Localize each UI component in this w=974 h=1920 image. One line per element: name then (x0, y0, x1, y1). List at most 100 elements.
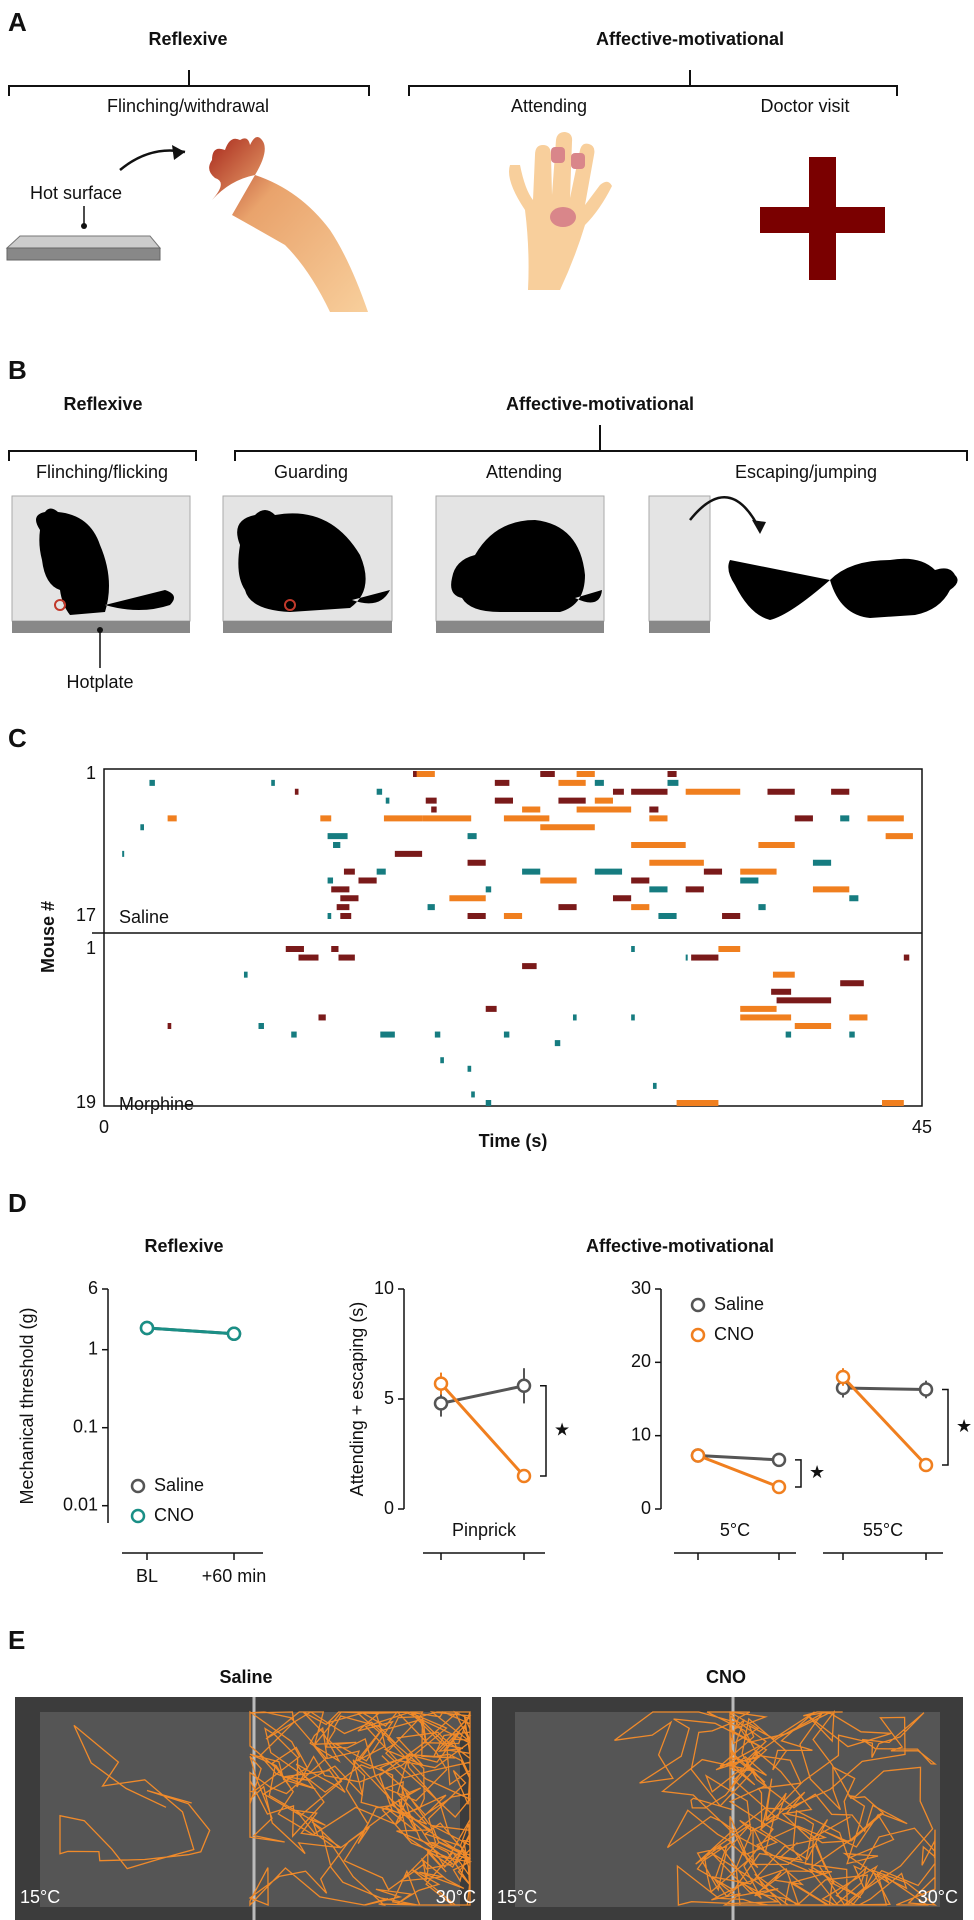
panel-label: B (8, 355, 27, 385)
event (333, 842, 341, 848)
event (385, 797, 390, 804)
event (772, 971, 795, 978)
annotation: Hot surface (30, 183, 122, 203)
event (558, 904, 577, 911)
group-title: Reflexive (63, 394, 142, 414)
mean-marker (433, 1376, 449, 1391)
event (331, 886, 350, 893)
event (494, 779, 510, 786)
event (631, 904, 650, 911)
event (676, 1100, 719, 1106)
event (867, 815, 904, 822)
x-group-label: 5°C (720, 1520, 750, 1540)
event (380, 1031, 395, 1038)
event (685, 954, 688, 961)
mean-line (440, 1384, 525, 1405)
paw-mark (54, 599, 66, 611)
event (740, 1014, 792, 1021)
temperature-label: 30°C (436, 1887, 476, 1907)
event (376, 788, 383, 795)
legend-marker (690, 1297, 706, 1313)
event (294, 788, 299, 795)
bracket (8, 450, 197, 461)
event (691, 954, 719, 961)
trajectories (59, 1709, 938, 1907)
event (758, 842, 795, 848)
mean-line (146, 1326, 235, 1336)
arrow (689, 496, 762, 531)
y-tick-label: 0.1 (73, 1416, 98, 1436)
event (812, 886, 850, 893)
group-title: Affective-motivational (586, 1236, 774, 1256)
event (649, 806, 659, 813)
mean-line (697, 1453, 780, 1462)
event (658, 913, 677, 919)
y-axis-title: Mechanical threshold (g) (17, 1307, 37, 1504)
event (703, 868, 723, 875)
event (540, 877, 577, 884)
significance-bracket (942, 1388, 949, 1466)
event (449, 895, 486, 902)
hand-withdrawing (209, 136, 368, 312)
event (885, 833, 913, 840)
temperature-label: 30°C (918, 1887, 958, 1907)
event (594, 797, 613, 804)
event (467, 913, 486, 919)
significance-star: ★ (809, 1462, 825, 1482)
event (849, 895, 859, 902)
event (882, 1100, 904, 1106)
row-label: 19 (76, 1092, 96, 1112)
x-group-label: 55°C (863, 1520, 903, 1540)
event (440, 1057, 444, 1064)
paw-mark (284, 599, 296, 611)
mean-marker (771, 1479, 787, 1495)
event (258, 1023, 264, 1029)
photo-title: Saline (219, 1667, 272, 1687)
event (631, 877, 650, 884)
event (327, 833, 348, 840)
x-tick-label: 45 (912, 1117, 932, 1137)
event (425, 797, 437, 804)
event (434, 1031, 441, 1038)
mean-line (439, 1382, 526, 1478)
event (576, 771, 595, 777)
significance-star: ★ (554, 1420, 570, 1440)
y-axis-title: Mouse # (38, 901, 58, 973)
hot-surface-edge (6, 247, 161, 261)
arrowhead (172, 145, 185, 160)
event (831, 788, 850, 795)
y-axis-title: Attending + escaping (s) (347, 1302, 367, 1497)
plot-frame (103, 768, 923, 1107)
event (685, 788, 741, 795)
event (358, 877, 377, 884)
behavior-label: Flinching/withdrawal (107, 96, 269, 116)
y-tick-label: 0 (641, 1498, 651, 1518)
event (785, 1031, 792, 1038)
group-title: Affective-motivational (596, 29, 784, 49)
event (394, 850, 423, 857)
behavior-label: Doctor visit (760, 96, 849, 116)
significance-bracket (795, 1459, 802, 1488)
mean-marker (918, 1382, 934, 1397)
event (667, 771, 677, 777)
event (594, 868, 623, 875)
event (558, 797, 586, 804)
row-label: 1 (86, 763, 96, 783)
significance-bracket (540, 1385, 547, 1477)
event (522, 806, 541, 813)
event (649, 815, 668, 822)
group-title: Reflexive (148, 29, 227, 49)
event (122, 850, 125, 857)
event (285, 946, 304, 952)
event (291, 1031, 297, 1038)
y-tick-label: 5 (384, 1388, 394, 1408)
photo-title: CNO (706, 1667, 746, 1687)
y-tick-label: 6 (88, 1278, 98, 1298)
event (298, 954, 319, 961)
y-tick-label: 0.01 (63, 1494, 98, 1514)
event (167, 815, 177, 822)
legend-label: Saline (154, 1475, 204, 1495)
y-tick-label: 10 (631, 1424, 651, 1444)
event (554, 1040, 561, 1047)
event (320, 815, 332, 822)
